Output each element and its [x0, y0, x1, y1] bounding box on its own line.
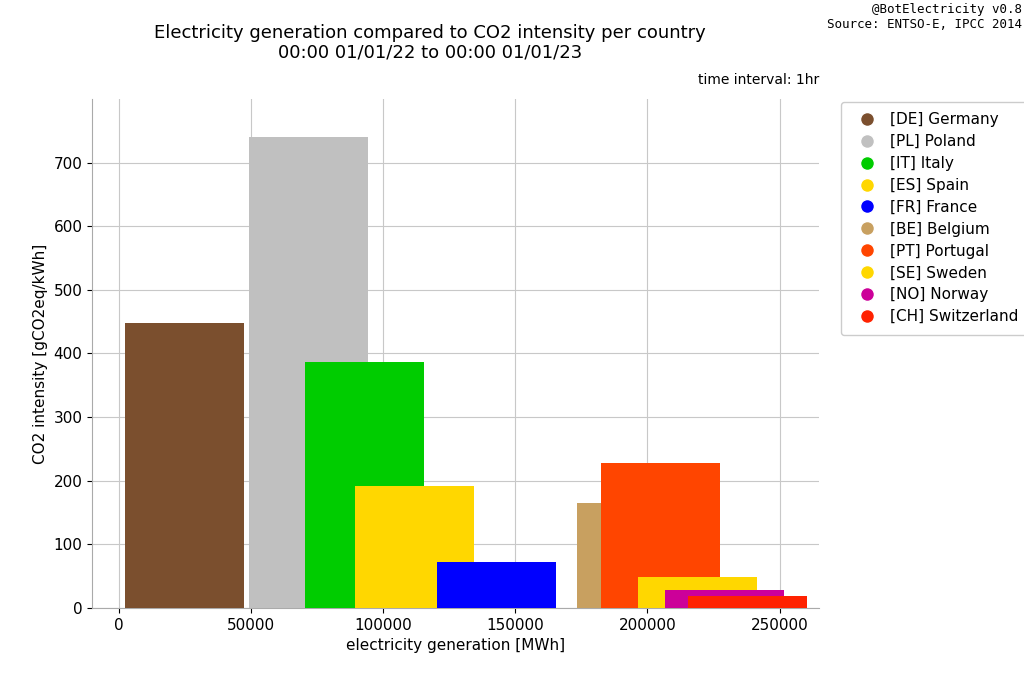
X-axis label: electricity generation [MWh]: electricity generation [MWh] — [346, 638, 565, 653]
Bar — [305, 362, 424, 608]
Text: Electricity generation compared to CO2 intensity per country: Electricity generation compared to CO2 i… — [155, 24, 706, 42]
Bar — [688, 596, 807, 608]
Bar — [355, 486, 474, 608]
Bar — [578, 503, 696, 608]
Text: time interval: 1hr: time interval: 1hr — [698, 74, 819, 87]
Text: @BotElectricity v0.8
Source: ENTSO-E, IPCC 2014: @BotElectricity v0.8 Source: ENTSO-E, IP… — [827, 3, 1022, 31]
Bar — [665, 590, 783, 608]
Bar — [437, 562, 556, 608]
Text: 00:00 01/01/22 to 00:00 01/01/23: 00:00 01/01/22 to 00:00 01/01/23 — [278, 43, 583, 61]
Bar — [250, 137, 369, 608]
Bar — [601, 463, 720, 608]
Legend: [DE] Germany, [PL] Poland, [IT] Italy, [ES] Spain, [FR] France, [BE] Belgium, [P: [DE] Germany, [PL] Poland, [IT] Italy, [… — [842, 102, 1024, 335]
Bar — [125, 323, 244, 608]
Bar — [638, 577, 757, 608]
Y-axis label: CO2 intensity [gCO2eq/kWh]: CO2 intensity [gCO2eq/kWh] — [33, 243, 48, 464]
